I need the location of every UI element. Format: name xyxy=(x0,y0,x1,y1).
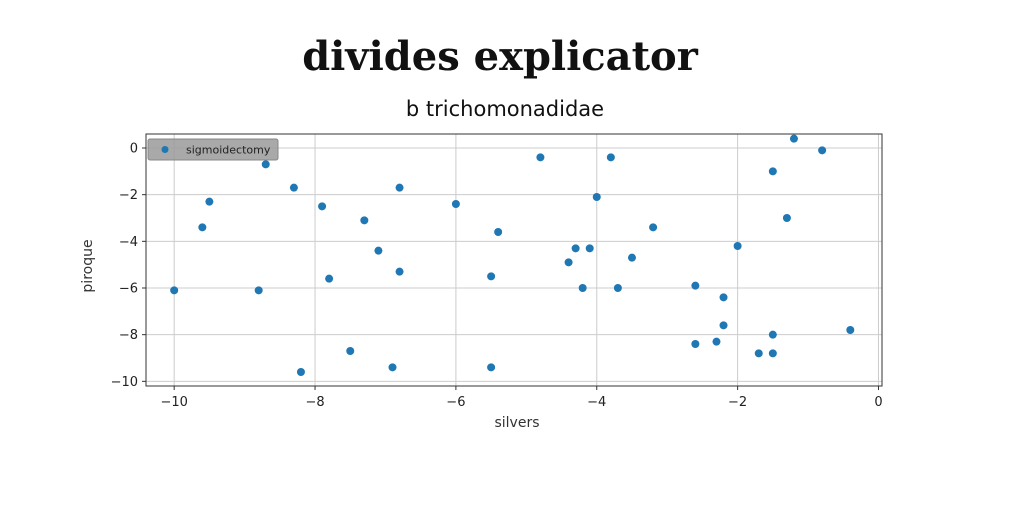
y-tick-label: −10 xyxy=(111,375,138,390)
scatter-point xyxy=(592,193,601,201)
scatter-point xyxy=(789,134,798,143)
scatter-point xyxy=(261,160,270,169)
y-tick-label: −4 xyxy=(119,235,138,250)
scatter-point xyxy=(578,284,587,292)
scatter-point xyxy=(198,223,207,232)
chart-title: divides explicator xyxy=(302,33,699,80)
scatter-point xyxy=(754,349,763,358)
scatter-point xyxy=(487,363,496,372)
scatter-point xyxy=(768,330,777,339)
x-tick-label: −2 xyxy=(728,395,747,410)
scatter-point xyxy=(494,228,503,236)
scatter-point xyxy=(585,244,594,253)
scatter-point xyxy=(571,244,580,253)
scatter-point xyxy=(254,286,263,295)
x-axis-label: silvers xyxy=(494,415,539,431)
scatter-point xyxy=(719,293,728,302)
scatter-point xyxy=(691,281,700,290)
y-tick-label: −6 xyxy=(119,282,138,297)
plot-frame xyxy=(145,133,883,387)
scatter-point xyxy=(733,242,742,250)
scatter-point xyxy=(719,321,728,330)
y-axis-label: piroque xyxy=(80,239,96,292)
scatter-point xyxy=(318,202,327,211)
y-tick-label: −2 xyxy=(119,188,138,203)
scatter-point xyxy=(360,216,369,225)
scatter-point xyxy=(296,368,305,376)
x-tick-label: 0 xyxy=(874,395,882,410)
scatter-point xyxy=(606,153,615,162)
scatter-point xyxy=(374,246,383,255)
scatter-point xyxy=(388,363,397,372)
scatter-point xyxy=(536,153,545,162)
scatter-point xyxy=(395,183,404,192)
scatter-point xyxy=(691,340,700,348)
y-tick-label: 0 xyxy=(130,142,138,157)
legend-label: sigmoidectomy xyxy=(186,144,271,157)
legend-marker xyxy=(161,146,169,153)
scatter-point xyxy=(649,223,658,232)
scatter-point xyxy=(487,272,496,281)
y-ticks: 0 −2 −4 −6 −8 −10 xyxy=(111,142,146,390)
scatter-point xyxy=(818,146,827,155)
points-layer xyxy=(170,134,855,376)
scatter-point xyxy=(768,167,777,176)
x-tick-label: −10 xyxy=(160,395,187,410)
scatter-point xyxy=(451,200,460,208)
scatter-point xyxy=(170,286,179,295)
scatter-point xyxy=(325,274,334,283)
scatter-point xyxy=(627,253,636,262)
x-tick-label: −6 xyxy=(446,395,465,410)
y-tick-label: −8 xyxy=(119,328,138,343)
legend-box xyxy=(147,138,279,161)
scatter-point xyxy=(346,347,355,355)
x-ticks: −10 −8 −6 −4 −2 0 xyxy=(160,386,883,410)
chart-subtitle: b trichomonadidae xyxy=(406,97,604,121)
scatter-point xyxy=(846,326,855,334)
legend: sigmoidectomy xyxy=(147,138,279,161)
scatter-point xyxy=(712,337,721,346)
scatter-point xyxy=(613,284,622,292)
scatter-point xyxy=(768,349,777,358)
x-tick-label: −8 xyxy=(305,395,324,410)
scatter-point xyxy=(205,197,214,206)
scatter-point xyxy=(395,267,404,276)
scatter-point xyxy=(564,258,573,267)
scatter-point xyxy=(289,183,298,192)
x-tick-label: −4 xyxy=(587,395,606,410)
scatter-point xyxy=(782,214,791,222)
